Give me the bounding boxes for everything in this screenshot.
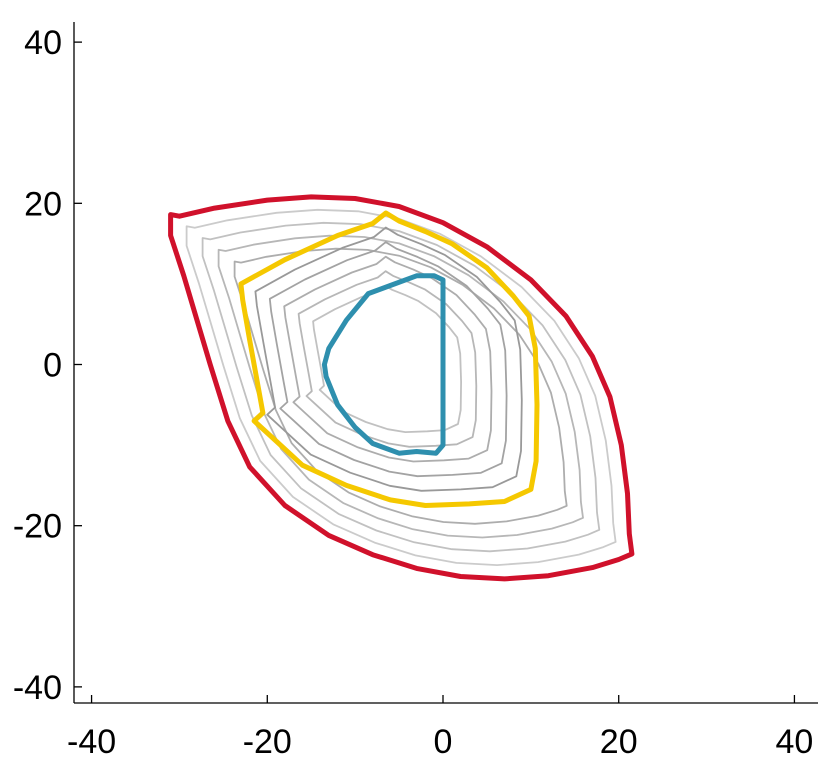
gray-contour-lines (185, 208, 617, 566)
highlighted-contours (168, 194, 635, 582)
x-axis-ticks: -40 -20 0 20 40 (67, 695, 813, 761)
inner-contour-line (321, 273, 446, 456)
gray-contour-line (217, 234, 584, 539)
y-tick-label: 40 (24, 24, 62, 62)
y-tick-label: -20 (13, 508, 62, 546)
outer-contour-line (168, 194, 635, 582)
x-tick-label: 0 (434, 723, 453, 761)
gray-contour-line (254, 226, 523, 492)
x-tick-label: 40 (776, 723, 814, 761)
y-tick-label: 20 (24, 185, 62, 223)
middle-contour-line (238, 210, 540, 508)
gray-contour-line (312, 284, 462, 433)
y-tick-label: -40 (13, 669, 62, 707)
gray-contour-line (268, 241, 508, 478)
gray-contour-line (233, 247, 568, 525)
x-tick-label: 20 (600, 723, 638, 761)
x-tick-label: -40 (67, 723, 116, 761)
y-axis-ticks: -40 -20 0 20 40 (13, 24, 82, 707)
gray-contour-line (297, 270, 478, 448)
gray-contour-line (185, 208, 617, 566)
y-tick-label: 0 (43, 347, 62, 385)
gray-contour-line (283, 255, 493, 463)
axes (73, 22, 818, 704)
gray-contour-line (201, 221, 601, 553)
x-tick-label: -20 (243, 723, 292, 761)
